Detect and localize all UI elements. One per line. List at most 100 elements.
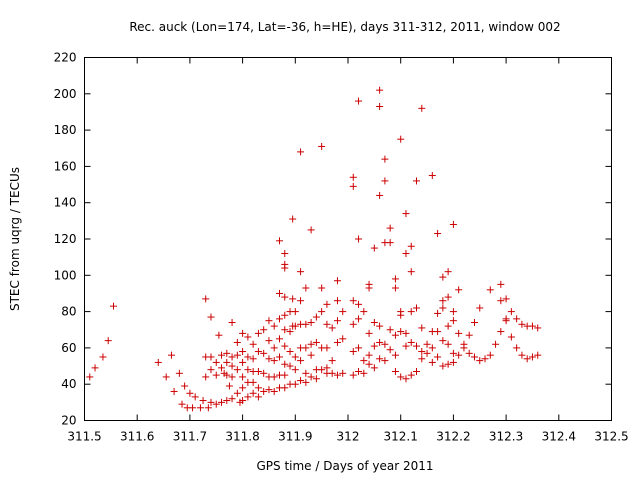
y-tick-label: 160 xyxy=(54,159,77,173)
data-point xyxy=(233,389,241,397)
data-point xyxy=(397,373,405,381)
data-point xyxy=(223,397,231,405)
data-point xyxy=(289,215,297,223)
data-point xyxy=(423,340,431,348)
data-point xyxy=(189,404,197,412)
data-point xyxy=(239,373,247,381)
data-point xyxy=(397,135,405,143)
y-axis: 20 40 60 80 100 120 140 160 180 200 220 xyxy=(54,51,612,428)
data-point xyxy=(275,335,283,343)
data-point xyxy=(507,308,515,316)
data-point xyxy=(407,308,415,316)
data-point xyxy=(444,340,452,348)
data-point xyxy=(281,264,289,272)
y-tick-label: 220 xyxy=(54,51,77,65)
data-point xyxy=(318,142,326,150)
data-point xyxy=(297,297,305,305)
data-point xyxy=(286,362,294,370)
data-point xyxy=(270,373,278,381)
data-point xyxy=(244,366,252,374)
data-point xyxy=(518,351,526,359)
data-point xyxy=(455,286,463,294)
data-point xyxy=(275,237,283,245)
data-point xyxy=(444,360,452,368)
data-point xyxy=(434,309,442,317)
data-point xyxy=(418,324,426,332)
data-point xyxy=(381,340,389,348)
data-point xyxy=(434,353,442,361)
data-point xyxy=(355,235,363,243)
plot-frame xyxy=(84,57,612,421)
data-point xyxy=(328,357,336,365)
data-point xyxy=(239,397,247,405)
data-point xyxy=(265,355,273,363)
data-point xyxy=(307,318,315,326)
data-point xyxy=(167,351,175,359)
data-point xyxy=(355,367,363,375)
data-point xyxy=(297,377,305,385)
y-tick-label: 20 xyxy=(61,414,76,428)
data-point xyxy=(199,397,207,405)
data-point xyxy=(302,344,310,352)
data-point xyxy=(86,373,94,381)
data-point xyxy=(260,349,268,357)
data-point xyxy=(333,277,341,285)
data-point xyxy=(513,344,521,352)
data-point xyxy=(455,329,463,337)
x-tick-label: 312.1 xyxy=(384,430,418,444)
data-point xyxy=(418,355,426,363)
y-tick-label: 180 xyxy=(54,123,77,137)
data-point xyxy=(318,366,326,374)
data-point xyxy=(91,364,99,372)
data-point xyxy=(423,349,431,357)
data-point xyxy=(370,364,378,372)
data-point xyxy=(181,382,189,390)
data-point xyxy=(528,322,536,330)
data-point xyxy=(291,308,299,316)
data-point xyxy=(418,348,426,356)
data-point xyxy=(428,358,436,366)
data-point xyxy=(349,348,357,356)
data-point xyxy=(233,338,241,346)
data-point xyxy=(470,318,478,326)
data-point xyxy=(434,328,442,336)
data-point xyxy=(225,382,233,390)
data-point xyxy=(307,340,315,348)
data-point xyxy=(260,369,268,377)
data-point xyxy=(265,386,273,394)
y-tick-label: 200 xyxy=(54,87,77,101)
data-point xyxy=(402,329,410,337)
data-point xyxy=(339,335,347,343)
data-point xyxy=(223,371,231,379)
data-point xyxy=(254,367,262,375)
data-point xyxy=(302,378,310,386)
data-point xyxy=(355,315,363,323)
data-point xyxy=(370,342,378,350)
x-tick-label: 312.2 xyxy=(436,430,470,444)
data-point xyxy=(449,317,457,325)
data-point xyxy=(360,357,368,365)
data-point xyxy=(455,351,463,359)
data-point xyxy=(254,384,262,392)
data-point xyxy=(534,324,542,332)
data-point xyxy=(218,398,226,406)
data-point xyxy=(439,297,447,305)
data-point xyxy=(386,346,394,354)
x-axis-label: GPS time / Days of year 2011 xyxy=(256,459,433,473)
data-point xyxy=(391,331,399,339)
y-tick-label: 80 xyxy=(61,305,76,319)
data-point xyxy=(228,353,236,361)
data-point xyxy=(402,375,410,383)
data-point xyxy=(281,384,289,392)
y-tick-label: 60 xyxy=(61,341,76,355)
data-point xyxy=(397,328,405,336)
data-point xyxy=(281,326,289,334)
data-point xyxy=(244,393,252,401)
data-point xyxy=(328,324,336,332)
data-points xyxy=(86,86,542,412)
data-point xyxy=(228,373,236,381)
data-point xyxy=(460,344,468,352)
data-point xyxy=(291,322,299,330)
data-point xyxy=(196,404,204,412)
data-point xyxy=(260,387,268,395)
